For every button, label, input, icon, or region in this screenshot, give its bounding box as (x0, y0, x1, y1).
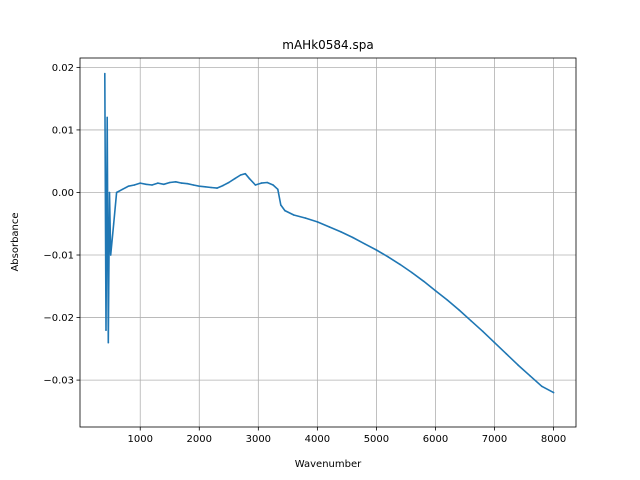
data-point (163, 183, 165, 186)
data-point (216, 187, 218, 189)
plot-frame (79, 57, 577, 428)
data-point (121, 188, 124, 191)
y-tick-label: 0.02 (52, 63, 74, 74)
data-point (280, 204, 282, 206)
data-point (363, 243, 366, 245)
x-tick-label: 4000 (305, 434, 330, 445)
data-point (470, 319, 472, 322)
x-tick-label: 3000 (246, 434, 271, 445)
x-tick-label: 8000 (541, 434, 566, 445)
y-tick-label: 0.01 (52, 125, 74, 136)
data-point (552, 391, 555, 394)
x-axis-label: Wavenumber (295, 459, 362, 470)
data-point (254, 184, 257, 186)
data-point (260, 182, 263, 184)
data-point (375, 249, 378, 251)
data-point (174, 181, 177, 183)
data-point (277, 188, 279, 191)
x-tick-label: 6000 (423, 434, 448, 445)
data-point (340, 231, 342, 233)
data-point (127, 185, 130, 187)
data-point (204, 186, 206, 188)
data-point (109, 254, 112, 256)
data-point (145, 183, 147, 186)
y-tick-label: −0.02 (43, 313, 74, 324)
x-tick-label: 1000 (128, 434, 153, 445)
data-point (481, 330, 484, 333)
x-tick-label: 7000 (482, 434, 507, 445)
data-series (104, 72, 555, 394)
data-point (541, 385, 543, 388)
data-point (517, 364, 519, 366)
data-point (493, 341, 496, 344)
data-point (192, 184, 195, 186)
data-point (112, 222, 115, 225)
y-tick-label: −0.03 (43, 376, 74, 387)
data-point (222, 184, 224, 187)
data-point (293, 214, 295, 216)
data-point (316, 221, 319, 223)
data-point (157, 182, 159, 184)
y-tick-label: 0.00 (52, 188, 74, 199)
data-point (434, 289, 437, 292)
data-point (328, 226, 331, 228)
data-point (198, 185, 201, 187)
data-point (169, 181, 171, 184)
data-point (228, 181, 230, 184)
data-point (210, 186, 212, 189)
data-point (387, 256, 390, 258)
axis-ticks: 1000 2000 3000 4000 5000 6000 7000 8000 0.02 0.01… (43, 63, 566, 445)
data-point (233, 177, 236, 180)
data-point (505, 353, 508, 355)
data-point (272, 184, 274, 186)
grid (80, 58, 576, 427)
data-point (151, 184, 153, 186)
data-point (105, 329, 107, 331)
y-tick-label: −0.01 (43, 251, 74, 262)
data-point (133, 184, 136, 186)
data-point (108, 191, 111, 194)
data-point (529, 374, 531, 377)
chart-title: mAHk0584.spa (282, 38, 373, 52)
x-tick-label: 2000 (187, 434, 212, 445)
data-point (411, 271, 413, 274)
data-point (458, 309, 460, 311)
data-point (352, 236, 354, 239)
data-point (115, 191, 118, 194)
data-point (266, 181, 269, 184)
data-point (180, 182, 183, 184)
x-tick-label: 5000 (364, 434, 389, 445)
data-point (107, 341, 110, 344)
data-point (186, 182, 189, 185)
data-point (284, 209, 286, 212)
data-point (244, 172, 247, 175)
data-point (446, 299, 449, 301)
data-point (139, 182, 141, 184)
data-point (104, 72, 106, 75)
data-point (106, 116, 108, 119)
data-point (239, 174, 242, 176)
data-point (248, 177, 251, 180)
y-axis-label: Absorbance (10, 212, 21, 271)
data-point (422, 280, 425, 283)
data-point (304, 217, 307, 219)
data-point (399, 263, 401, 266)
